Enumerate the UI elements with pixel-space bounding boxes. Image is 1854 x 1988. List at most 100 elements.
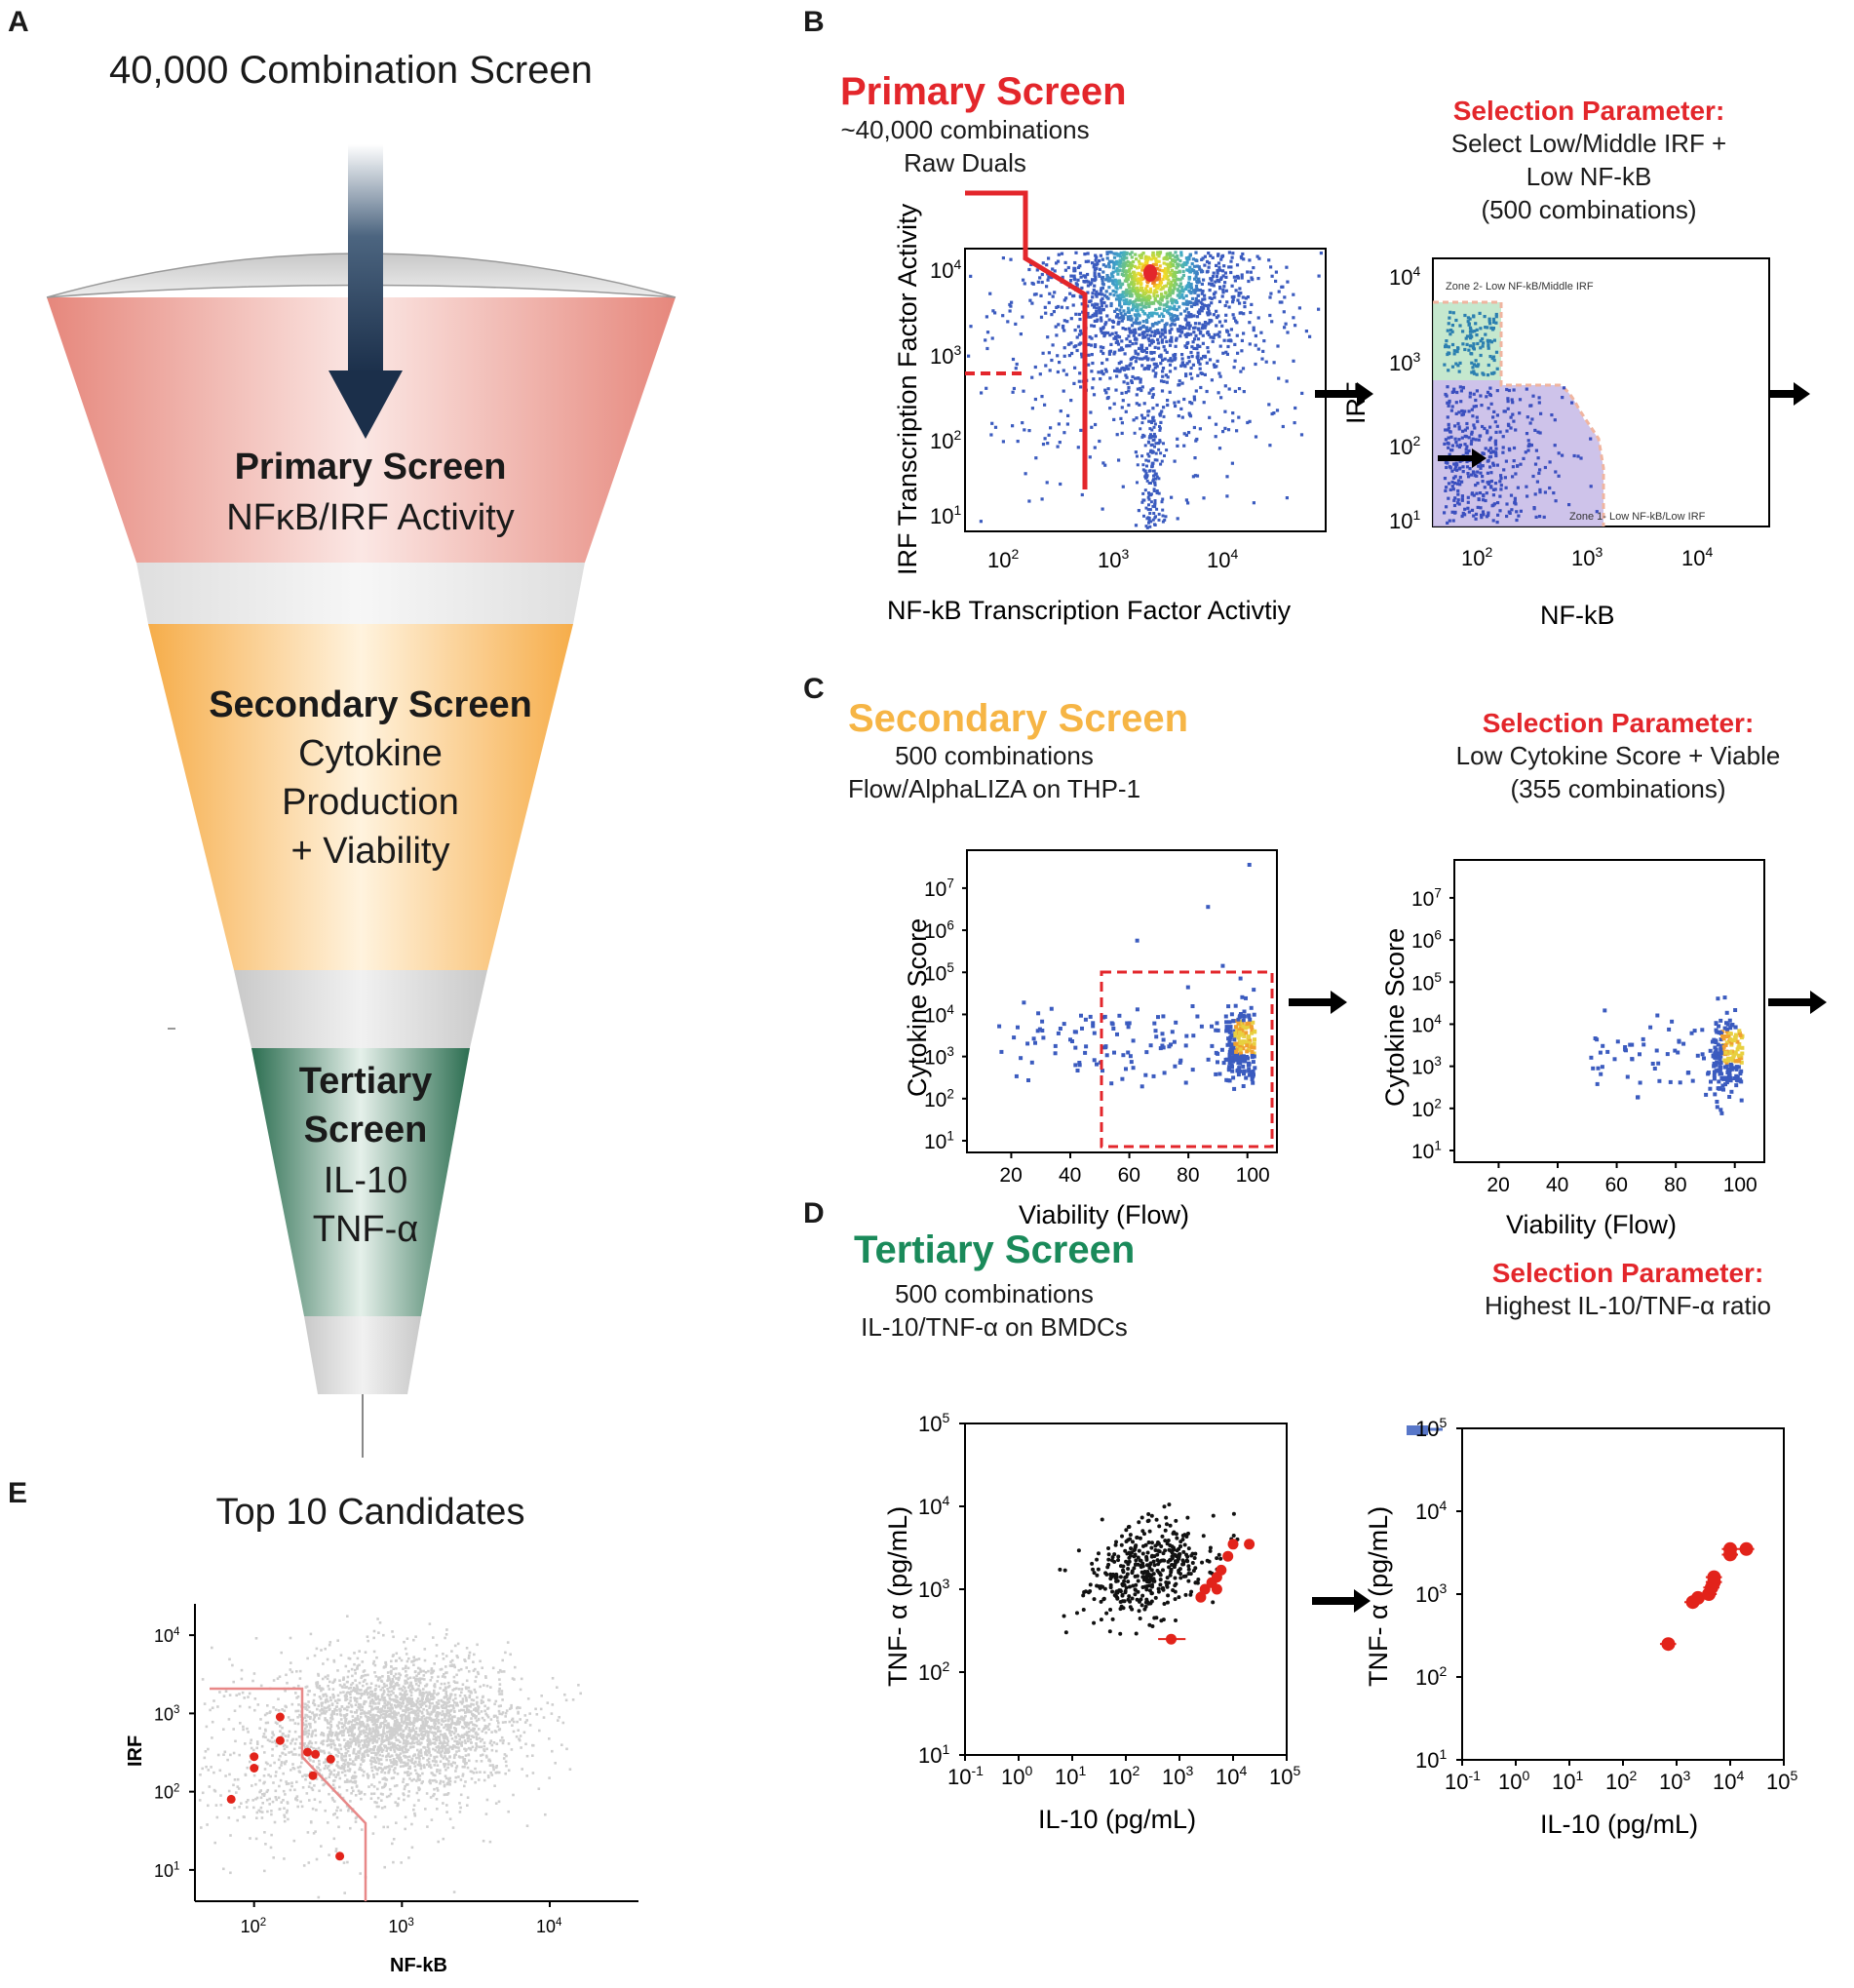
b-left-point <box>1207 322 1211 326</box>
b-left-point <box>1093 446 1097 449</box>
e-point <box>386 1766 389 1769</box>
c-right-point <box>1655 1013 1660 1018</box>
e-point <box>383 1701 386 1705</box>
b-left-point <box>1091 386 1095 390</box>
b-left-point <box>1278 300 1282 304</box>
c-left-point <box>1251 1080 1255 1085</box>
e-point <box>315 1747 318 1751</box>
c-left-point <box>1195 1014 1200 1019</box>
d-left-point <box>1083 1589 1088 1594</box>
b-right-point <box>1498 430 1502 434</box>
b-left-ytick-4: 104 <box>930 256 961 283</box>
b-left-point <box>1033 365 1037 370</box>
d-left-point <box>1124 1585 1129 1590</box>
b-left-xtick-3: 103 <box>1098 546 1129 572</box>
b-left-point <box>1001 256 1005 260</box>
e-point <box>328 1688 331 1691</box>
b-left-point <box>1114 259 1118 263</box>
e-point <box>353 1739 357 1742</box>
b-right-point <box>1471 345 1476 349</box>
d-left-point <box>1140 1551 1145 1556</box>
b-right-point <box>1472 514 1476 518</box>
e-point <box>356 1657 360 1660</box>
b-right-point <box>1450 324 1454 328</box>
b-left-point <box>1062 319 1066 323</box>
b-left-point <box>1200 371 1205 375</box>
e-point <box>297 1735 301 1738</box>
b-left-point <box>1121 485 1125 488</box>
d-left-point <box>1106 1545 1111 1550</box>
b-left-point <box>1151 518 1155 522</box>
b-left-point <box>1069 274 1073 278</box>
b-left-point <box>1164 515 1168 519</box>
c-left-point <box>1232 1037 1237 1042</box>
b-left-point <box>1151 324 1155 328</box>
b-left-point <box>1210 319 1214 323</box>
b-left-point <box>1225 352 1229 356</box>
b-left-point <box>1186 302 1190 306</box>
b-left-point <box>1195 315 1200 319</box>
e-point <box>417 1753 420 1756</box>
b-left-point <box>1046 335 1050 339</box>
b-left-point <box>1207 265 1211 269</box>
d-left-point <box>1096 1567 1101 1572</box>
b-left-point <box>1120 406 1124 409</box>
b-right-point <box>1461 330 1465 333</box>
d-left-point <box>1205 1558 1210 1563</box>
e-point <box>531 1772 535 1774</box>
b-left-point <box>1072 266 1076 270</box>
e-point <box>307 1757 311 1760</box>
b-left-point <box>1251 278 1255 282</box>
e-point <box>468 1696 471 1699</box>
b-left-point <box>1143 256 1147 260</box>
e-point <box>481 1666 483 1669</box>
d-left-point <box>1172 1547 1177 1552</box>
b-right-point <box>1533 428 1537 432</box>
b-right-point <box>1448 351 1451 356</box>
b-right-point <box>1535 480 1539 484</box>
e-point <box>415 1772 418 1775</box>
b-right-point <box>1487 340 1490 344</box>
b-right-point <box>1487 480 1491 484</box>
b-right-point <box>1447 322 1450 326</box>
b-left-point <box>1139 388 1143 393</box>
e-point <box>429 1702 432 1705</box>
b-left-point <box>1170 339 1174 343</box>
b-right-point <box>1452 387 1456 391</box>
b-left-point <box>1163 518 1167 522</box>
e-point <box>376 1758 380 1761</box>
e-point <box>377 1736 380 1740</box>
b-left-point <box>1139 343 1143 347</box>
c-right-point <box>1733 1059 1738 1064</box>
b-left-point <box>1080 286 1084 290</box>
b-left-point <box>1126 259 1130 264</box>
b-right-point <box>1454 441 1458 445</box>
b-left-point <box>1103 368 1107 371</box>
d-left-point <box>1173 1576 1178 1580</box>
b-left-point <box>1202 306 1206 310</box>
funnel-arrow-shaft <box>348 144 383 374</box>
b-left-point <box>1063 268 1067 272</box>
e-point <box>422 1688 425 1691</box>
b-left-point <box>1055 261 1059 265</box>
e-point <box>497 1771 501 1774</box>
b-left-point <box>1014 367 1018 370</box>
b-right-point <box>1489 471 1493 475</box>
c-left-point <box>1238 1069 1243 1073</box>
d-left-point <box>1123 1548 1128 1553</box>
b-left-point <box>1119 360 1123 364</box>
e-point <box>369 1735 373 1737</box>
b-right-point <box>1473 426 1477 430</box>
c-left-point <box>1241 1054 1246 1059</box>
e-point <box>403 1754 406 1758</box>
b-right-point <box>1450 330 1454 333</box>
e-point <box>512 1720 516 1724</box>
b-right-point <box>1498 480 1502 484</box>
b-left-point <box>1136 463 1139 467</box>
b-left-point <box>1148 427 1152 431</box>
e-point <box>274 1739 277 1742</box>
e-point <box>426 1825 429 1828</box>
b-right-point <box>1511 465 1515 469</box>
c-left-point <box>1241 1014 1246 1018</box>
b-left-point <box>1118 264 1122 268</box>
